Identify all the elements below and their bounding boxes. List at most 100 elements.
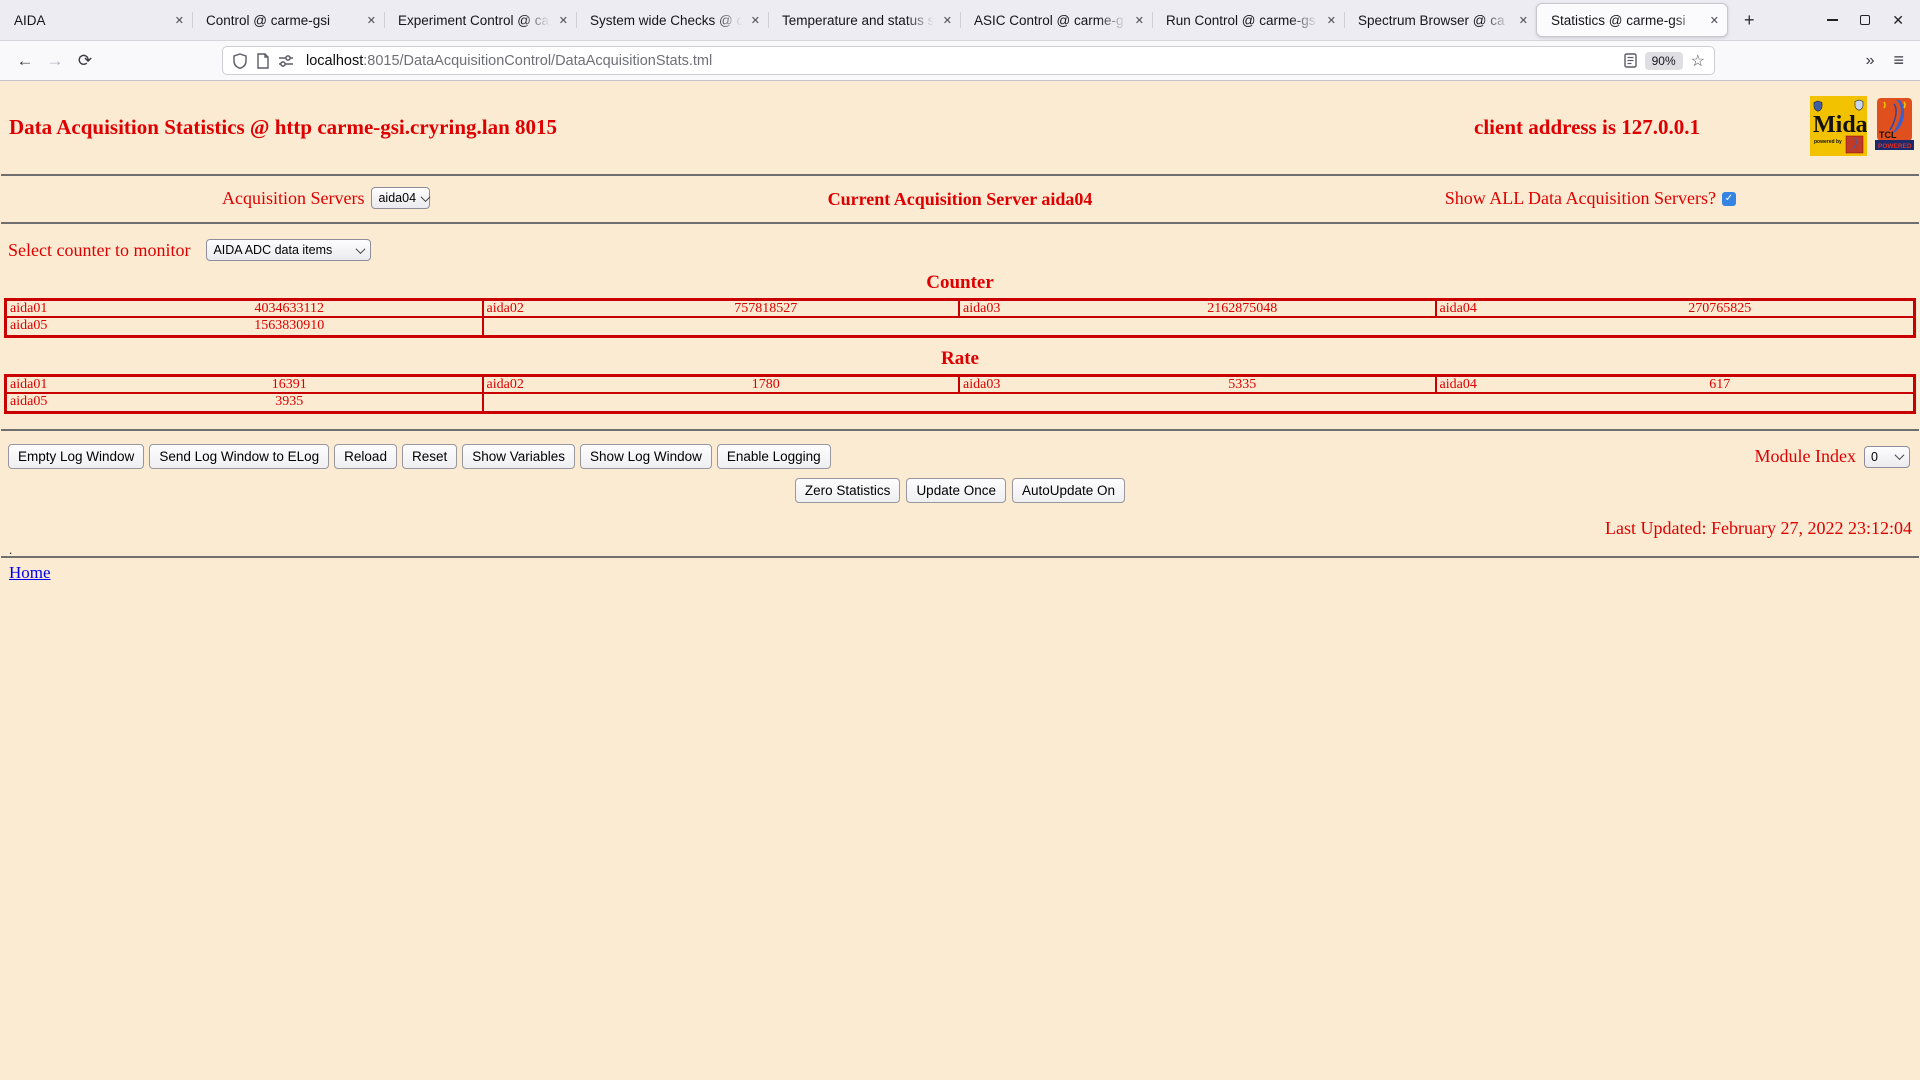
forward-icon: → [46,50,64,70]
bookmark-star-icon[interactable]: ☆ [1690,52,1705,70]
counter-heading: Counter [926,272,994,293]
home-link[interactable]: Home [9,563,51,582]
stray-dot: . [9,542,13,557]
rate-value: 617 [1709,377,1731,392]
window-controls: ✕ [1827,13,1920,27]
server-name: aida04 [1439,377,1477,392]
acquisition-servers-label: Acquisition Servers [222,187,365,208]
show-variables-button[interactable]: Show Variables [462,444,576,469]
tab-statistics[interactable]: Statistics @ carme-gsi ✕ [1536,3,1728,37]
tab-control[interactable]: Control @ carme-gsi ✕ [192,3,384,37]
divider [1,222,1919,224]
url-path: :8015/DataAcquisitionControl/DataAcquisi… [363,52,713,69]
tab-close-icon[interactable]: ✕ [366,14,376,27]
tab-system-checks[interactable]: System wide Checks @ c ✕ [576,3,768,37]
divider [1,174,1919,176]
hamburger-menu-icon[interactable]: ≡ [1893,50,1904,70]
maximize-icon[interactable] [1860,15,1871,25]
page-content: Data Acquisition Statistics @ http carme… [0,81,1920,1080]
tab-title: Run Control @ carme-gs [1166,12,1316,28]
tab-close-icon[interactable]: ✕ [750,14,760,27]
url-text[interactable]: localhost:8015/DataAcquisitionControl/Da… [306,53,712,69]
server-name: aida01 [10,301,48,316]
rate-cell-aida05: aida05 3935 [7,394,484,411]
url-bar[interactable]: localhost:8015/DataAcquisitionControl/Da… [222,46,1715,75]
page-header: Data Acquisition Statistics @ http carme… [0,81,1920,174]
new-tab-button[interactable]: + [1738,10,1761,30]
module-index-select[interactable]: 0 [1864,445,1910,468]
show-all-servers-label: Show ALL Data Acquisition Servers? [1444,188,1716,208]
shield-icon[interactable] [232,52,248,69]
rate-cell-aida03: aida03 5335 [960,377,1437,392]
show-log-window-button[interactable]: Show Log Window [580,444,712,469]
enable-logging-button[interactable]: Enable Logging [716,444,831,469]
chevron-down-icon [356,243,366,254]
client-address: client address is 127.0.0.1 [1474,115,1700,139]
page-info-icon[interactable] [256,52,270,69]
last-updated-text: Last Updated: February 27, 2022 23:12:04 [1605,518,1912,538]
tab-asic-control[interactable]: ASIC Control @ carme-g ✕ [960,3,1152,37]
tab-close-icon[interactable]: ✕ [1709,14,1719,27]
empty-cell [484,394,1914,411]
tab-bar: AIDA ✕ Control @ carme-gsi ✕ Experiment … [0,0,1920,40]
counter-monitor-selected-value: AIDA ADC data items [213,243,333,257]
logos: Midas powered by TCL POWERED [1810,96,1915,156]
overflow-chevrons-icon[interactable]: » [1865,51,1875,69]
tab-experiment-control[interactable]: Experiment Control @ ca ✕ [384,3,576,37]
server-name: aida01 [10,377,48,392]
tab-title: ASIC Control @ carme-g [974,12,1124,28]
tab-close-icon[interactable]: ✕ [1326,14,1336,27]
window-close-icon[interactable]: ✕ [1892,12,1904,28]
midas-logo-subtext: powered by [1814,139,1842,145]
counter-monitor-select[interactable]: AIDA ADC data items [206,239,372,261]
divider [1,429,1919,431]
counter-table: aida01 4034633112 aida02 757818527 aida0… [4,298,1916,338]
show-all-servers-checkbox[interactable]: ✓ [1722,191,1736,206]
counter-cell-aida03: aida03 2162875048 [960,301,1437,316]
reload-icon[interactable]: ⟳ [77,50,93,70]
tab-temperature[interactable]: Temperature and status s ✕ [768,3,960,37]
log-toolbar: Empty Log Window Send Log Window to ELog… [8,444,1910,469]
tab-title: Experiment Control @ ca [398,12,550,28]
acquisition-server-select[interactable]: aida04 [371,187,431,209]
counter-value: 2162875048 [1207,301,1278,316]
counter-value: 1563830910 [254,318,325,333]
tab-close-icon[interactable]: ✕ [1134,14,1144,27]
update-once-button[interactable]: Update Once [906,478,1006,503]
autoupdate-button[interactable]: AutoUpdate On [1012,478,1126,503]
tab-close-icon[interactable]: ✕ [558,14,568,27]
table-row: aida05 3935 [7,394,1913,411]
counter-cell-aida05: aida05 1563830910 [7,318,484,335]
tab-aida[interactable]: AIDA ✕ [0,3,192,37]
tab-spectrum-browser[interactable]: Spectrum Browser @ ca ✕ [1344,3,1536,37]
reload-button[interactable]: Reload [334,444,397,469]
tab-close-icon[interactable]: ✕ [1518,14,1528,27]
acquisition-server-selected-value: aida04 [378,191,417,205]
select-counter-label: Select counter to monitor [8,239,191,260]
minimize-icon[interactable] [1827,19,1839,21]
empty-log-window-button[interactable]: Empty Log Window [8,444,145,469]
table-row: aida05 1563830910 [7,318,1913,335]
toolbar-overflow-area: » ≡ [1866,50,1910,71]
zero-statistics-button[interactable]: Zero Statistics [794,478,901,503]
url-host: localhost [306,52,364,69]
reader-mode-icon[interactable] [1623,53,1637,68]
acquisition-server-row: Acquisition Servers aida04 Current Acqui… [0,176,1920,222]
tab-run-control[interactable]: Run Control @ carme-gs ✕ [1152,3,1344,37]
send-log-to-elog-button[interactable]: Send Log Window to ELog [149,444,330,469]
tcl-logo-text: TCL [1879,130,1897,140]
reset-button[interactable]: Reset [401,444,458,469]
tab-title: Temperature and status s [782,12,935,28]
tab-close-icon[interactable]: ✕ [174,14,184,27]
permissions-icon[interactable] [278,53,294,69]
zoom-level-button[interactable]: 90% [1644,51,1683,70]
server-name: aida02 [486,377,524,392]
counter-select-row: Select counter to monitor AIDA ADC data … [8,238,1920,262]
midas-logo: Midas powered by [1810,96,1867,156]
empty-cell [484,318,1914,335]
tab-close-icon[interactable]: ✕ [942,14,952,27]
back-icon[interactable]: ← [16,50,34,70]
table-row: aida01 4034633112 aida02 757818527 aida0… [7,301,1913,318]
rate-value: 1780 [751,377,780,392]
